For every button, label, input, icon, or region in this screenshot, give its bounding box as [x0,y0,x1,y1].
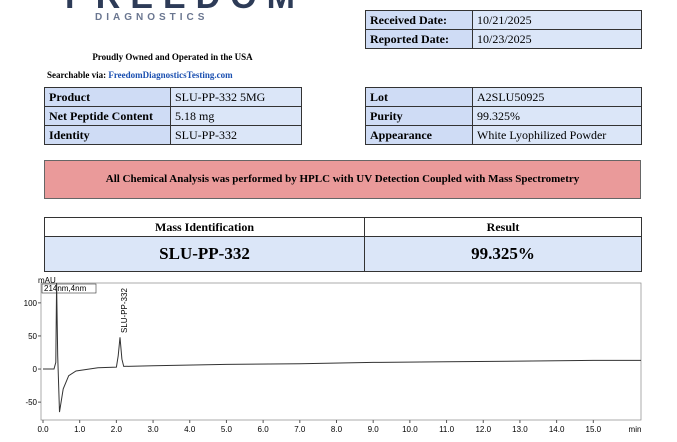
searchable: Searchable via: FreedomDiagnosticsTestin… [47,70,233,80]
searchable-link[interactable]: FreedomDiagnosticsTesting.com [108,70,233,80]
cell: 10/23/2025 [472,29,642,49]
cell: 10/21/2025 [472,10,642,30]
cell: SLU-PP-332 [170,125,302,145]
x-tick-label: 4.0 [184,425,196,434]
cell: A2SLU50925 [472,87,642,107]
logo-sub: DIAGNOSTICS [95,12,209,23]
trace [43,282,641,413]
x-tick-label: 11.0 [439,425,455,434]
cell: White Lyophilized Powder [472,125,642,145]
x-unit: min [629,425,642,434]
lot-table: Lot A2SLU50925 Purity 99.325% Appearance Wh… [365,87,642,145]
mass-table: Mass Identification Result SLU-PP-332 99.3… [44,217,642,272]
x-tick-label: 14.0 [549,425,565,434]
cell: Product [44,87,171,107]
x-tick-label: 13.0 [512,425,528,434]
y-tick-label: 50 [28,332,37,341]
cell: Net Peptide Content [44,106,171,126]
x-tick-label: 5.0 [221,425,233,434]
y-tick-label: 0 [33,365,38,374]
cell: SLU-PP-332 5MG [170,87,302,107]
x-tick-label: 1.0 [74,425,86,434]
x-tick-label: 3.0 [147,425,159,434]
x-tick-label: 6.0 [258,425,270,434]
x-tick-label: 15.0 [586,425,602,434]
cell: 5.18 mg [170,106,302,126]
logo: FREEDOM [65,0,305,17]
x-tick-label: 9.0 [368,425,380,434]
annotation-box [41,283,97,294]
x-tick-label: 7.0 [294,425,306,434]
x-tick-label: 0.0 [37,425,49,434]
tagline: Proudly Owned and Operated in the USA [92,52,253,62]
x-tick-label: 8.0 [331,425,343,434]
annotation: 214nm,4nm [44,284,87,293]
value-cell: 99.325% [364,236,642,272]
peak-label: SLU-PP-332 [120,288,129,333]
y-tick-label: 100 [24,299,38,308]
x-tick-label: 12.0 [475,425,491,434]
cell: Identity [44,125,171,145]
cell: Reported Date: [365,29,473,49]
y-tick-label: -50 [25,398,37,407]
banner: All Chemical Analysis was performed by H… [44,160,641,199]
y-label: mAU [38,276,56,285]
cell: 99.325% [472,106,642,126]
cell: Appearance [365,125,473,145]
searchable-label: Searchable via: [47,70,107,80]
plot-frame [40,282,642,421]
header-cell: Mass Identification [44,217,365,237]
x-tick-label: 2.0 [111,425,123,434]
x-tick-label: 10.0 [402,425,418,434]
dates-table: Received Date: 10/21/2025 Reported Date: 1… [365,10,642,49]
cell: Purity [365,106,473,126]
product-table: Product SLU-PP-332 5MG Net Peptide Conten… [44,87,302,145]
